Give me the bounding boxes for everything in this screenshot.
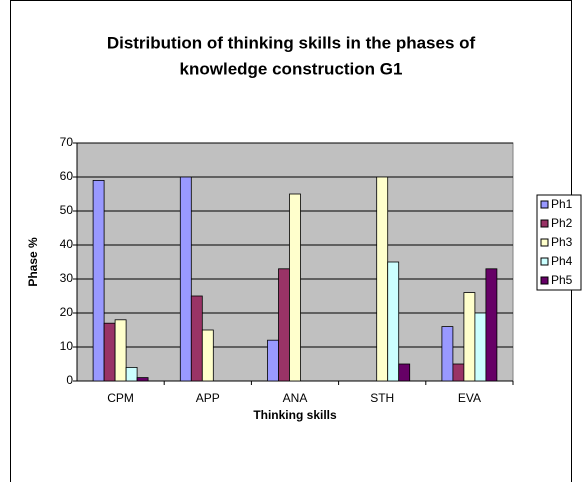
bar [387,261,400,382]
y-axis-title: Phase % [26,237,40,287]
bar [289,193,301,382]
x-tick-label: APP [196,391,220,405]
x-tick-label: CPM [107,391,134,405]
legend-swatch [540,200,549,209]
legend-swatch [540,219,549,228]
bar [114,319,127,382]
legend-swatch [540,257,549,266]
bar [179,176,192,382]
legend-swatch [540,238,549,247]
bar [463,292,476,382]
y-tick-label: 10 [60,339,74,353]
bar [92,179,105,382]
bar [376,176,389,382]
y-tick-label: 0 [66,373,73,387]
bar [103,322,116,382]
chart-title: knowledge construction G1 [180,59,403,78]
x-tick-label: STH [370,391,394,405]
bar [441,326,454,382]
legend-label: Ph3 [551,235,573,249]
legend-label: Ph1 [551,197,573,211]
bar [452,363,465,382]
y-tick-label: 30 [60,271,74,285]
x-axis-title: Thinking skills [253,408,337,422]
bar [474,312,487,382]
chart-title: Distribution of thinking skills in the p… [107,33,476,52]
y-tick-label: 60 [60,169,74,183]
bar [136,377,149,382]
bar [398,363,411,382]
legend-label: Ph2 [551,216,573,230]
y-tick-label: 40 [60,237,74,251]
legend-label: Ph5 [551,273,573,287]
y-tick-label: 20 [60,305,74,319]
bar [125,366,138,382]
legend-swatch [540,276,549,285]
y-tick-label: 50 [60,203,74,217]
legend-label: Ph4 [551,254,573,268]
bar [190,295,203,382]
bar [267,339,279,382]
x-tick-label: EVA [458,391,481,405]
y-tick-label: 70 [60,135,74,149]
bar [485,268,498,382]
bar [201,329,214,382]
bar [278,268,290,382]
x-tick-label: ANA [283,391,308,405]
